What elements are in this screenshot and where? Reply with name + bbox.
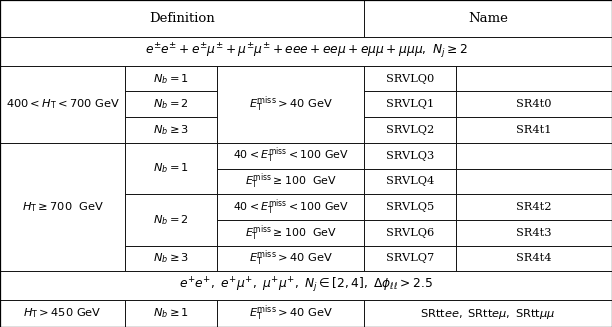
Text: $N_b \geq 1$: $N_b \geq 1$ xyxy=(154,307,189,320)
Bar xyxy=(0,143,125,271)
Bar xyxy=(125,194,217,246)
Bar xyxy=(125,143,217,194)
Bar xyxy=(217,220,364,246)
Bar xyxy=(217,66,364,143)
Bar xyxy=(0,37,612,66)
Bar xyxy=(217,168,364,194)
Bar xyxy=(364,168,456,194)
Text: SR4t0: SR4t0 xyxy=(516,99,552,109)
Text: Name: Name xyxy=(468,12,508,25)
Bar xyxy=(364,0,612,37)
Text: SRVLQ3: SRVLQ3 xyxy=(386,151,434,161)
Bar xyxy=(0,66,125,143)
Bar xyxy=(456,143,612,168)
Bar xyxy=(364,246,456,271)
Text: SRVLQ2: SRVLQ2 xyxy=(386,125,434,135)
Bar xyxy=(456,66,612,92)
Bar xyxy=(125,117,217,143)
Bar xyxy=(217,194,364,220)
Text: $E_{\mathrm{T}}^{\mathrm{miss}} \geq 100\ \ \mathrm{GeV}$: $E_{\mathrm{T}}^{\mathrm{miss}} \geq 100… xyxy=(245,223,337,243)
Bar xyxy=(217,246,364,271)
Bar xyxy=(364,143,456,168)
Text: $N_b \geq 3$: $N_b \geq 3$ xyxy=(153,123,190,137)
Text: $N_b = 1$: $N_b = 1$ xyxy=(154,72,189,86)
Text: $N_b = 2$: $N_b = 2$ xyxy=(154,97,189,111)
Bar xyxy=(364,117,456,143)
Bar xyxy=(125,300,217,327)
Bar xyxy=(0,300,125,327)
Bar xyxy=(125,92,217,117)
Text: SRVLQ7: SRVLQ7 xyxy=(386,253,434,264)
Bar xyxy=(456,220,612,246)
Bar xyxy=(364,66,456,92)
Bar xyxy=(125,66,217,92)
Text: SR4t2: SR4t2 xyxy=(516,202,552,212)
Bar xyxy=(456,194,612,220)
Bar xyxy=(456,168,612,194)
Bar xyxy=(0,0,364,37)
Text: SRVLQ0: SRVLQ0 xyxy=(386,74,434,84)
Text: SRVLQ5: SRVLQ5 xyxy=(386,202,434,212)
Text: $E_{\mathrm{T}}^{\mathrm{miss}} \geq 100\ \ \mathrm{GeV}$: $E_{\mathrm{T}}^{\mathrm{miss}} \geq 100… xyxy=(245,172,337,191)
Text: SRVLQ1: SRVLQ1 xyxy=(386,99,434,109)
Bar xyxy=(456,92,612,117)
Bar xyxy=(364,220,456,246)
Bar xyxy=(364,92,456,117)
Bar xyxy=(364,194,456,220)
Text: SRVLQ6: SRVLQ6 xyxy=(386,228,434,238)
Bar xyxy=(217,300,364,327)
Text: $40 < E_{\mathrm{T}}^{\mathrm{miss}} < 100\ \mathrm{GeV}$: $40 < E_{\mathrm{T}}^{\mathrm{miss}} < 1… xyxy=(233,146,349,165)
Bar xyxy=(456,246,612,271)
Text: $400 < H_{\mathrm{T}} < 700\ \mathrm{GeV}$: $400 < H_{\mathrm{T}} < 700\ \mathrm{GeV… xyxy=(6,97,120,111)
Text: Definition: Definition xyxy=(149,12,215,25)
Text: $E_{\mathrm{T}}^{\mathrm{miss}} > 40\ \mathrm{GeV}$: $E_{\mathrm{T}}^{\mathrm{miss}} > 40\ \m… xyxy=(248,95,333,114)
Bar xyxy=(0,271,612,300)
Text: $N_b = 2$: $N_b = 2$ xyxy=(154,213,189,227)
Text: $E_{\mathrm{T}}^{\mathrm{miss}} > 40\ \mathrm{GeV}$: $E_{\mathrm{T}}^{\mathrm{miss}} > 40\ \m… xyxy=(248,304,333,323)
Text: $40 < E_{\mathrm{T}}^{\mathrm{miss}} < 100\ \mathrm{GeV}$: $40 < E_{\mathrm{T}}^{\mathrm{miss}} < 1… xyxy=(233,197,349,217)
Text: SRVLQ4: SRVLQ4 xyxy=(386,176,434,186)
Text: $N_b = 1$: $N_b = 1$ xyxy=(154,162,189,175)
Bar xyxy=(456,117,612,143)
Bar xyxy=(364,300,612,327)
Text: SR4t3: SR4t3 xyxy=(516,228,552,238)
Bar xyxy=(125,246,217,271)
Text: SR4t4: SR4t4 xyxy=(516,253,552,264)
Text: $N_b \geq 3$: $N_b \geq 3$ xyxy=(153,251,190,265)
Text: $e^{\pm}e^{\pm} + e^{\pm}\mu^{\pm} + \mu^{\pm}\mu^{\pm} + eee + ee\mu + e\mu\mu : $e^{\pm}e^{\pm} + e^{\pm}\mu^{\pm} + \mu… xyxy=(144,42,468,61)
Text: $e^{+}e^{+},\ e^{+}\mu^{+},\ \mu^{+}\mu^{+},\ N_j \in [2,4],\ \Delta\phi_{\ell\e: $e^{+}e^{+},\ e^{+}\mu^{+},\ \mu^{+}\mu^… xyxy=(179,276,433,295)
Text: $H_{\mathrm{T}} > 450\ \mathrm{GeV}$: $H_{\mathrm{T}} > 450\ \mathrm{GeV}$ xyxy=(23,307,102,320)
Text: $E_{\mathrm{T}}^{\mathrm{miss}} > 40\ \mathrm{GeV}$: $E_{\mathrm{T}}^{\mathrm{miss}} > 40\ \m… xyxy=(248,249,333,268)
Text: $\mathrm{SRtt}ee,\ \mathrm{SRtt}e\mu,\ \mathrm{SRtt}\mu\mu$: $\mathrm{SRtt}ee,\ \mathrm{SRtt}e\mu,\ \… xyxy=(420,306,556,320)
Text: $H_{\mathrm{T}} \geq 700\ \ \mathrm{GeV}$: $H_{\mathrm{T}} \geq 700\ \ \mathrm{GeV}… xyxy=(21,200,104,214)
Text: SR4t1: SR4t1 xyxy=(516,125,552,135)
Bar xyxy=(217,143,364,168)
